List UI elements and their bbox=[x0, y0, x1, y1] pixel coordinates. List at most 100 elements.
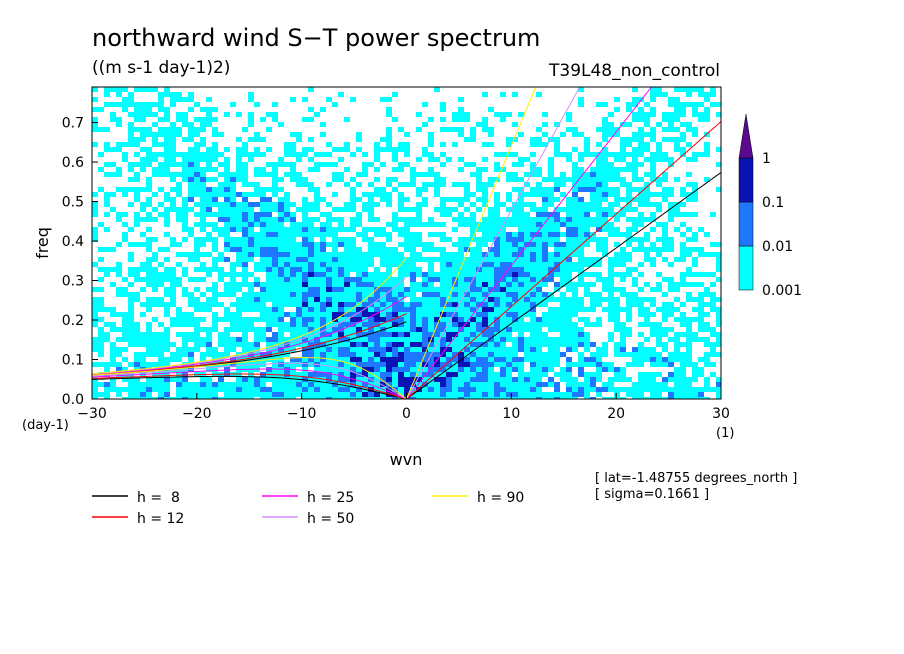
spectrum-cell bbox=[218, 167, 225, 173]
spectrum-cell bbox=[254, 122, 261, 128]
spectrum-cell bbox=[128, 117, 135, 123]
spectrum-cell bbox=[236, 317, 243, 323]
spectrum-cell bbox=[386, 307, 393, 313]
spectrum-cell bbox=[308, 252, 315, 258]
spectrum-cell bbox=[548, 192, 555, 198]
spectrum-cell bbox=[272, 137, 279, 143]
spectrum-cell bbox=[206, 152, 213, 158]
spectrum-cell bbox=[680, 237, 687, 243]
spectrum-cell bbox=[242, 302, 249, 308]
spectrum-cell bbox=[386, 152, 393, 158]
spectrum-cell bbox=[332, 312, 339, 318]
spectrum-cell bbox=[596, 202, 603, 208]
spectrum-cell bbox=[128, 277, 135, 283]
spectrum-cell bbox=[620, 247, 627, 253]
spectrum-cell bbox=[578, 267, 585, 273]
spectrum-cell bbox=[122, 272, 129, 278]
spectrum-cell bbox=[680, 157, 687, 163]
spectrum-cell bbox=[578, 297, 585, 303]
spectrum-cell bbox=[272, 202, 279, 208]
spectrum-cell bbox=[704, 207, 711, 213]
spectrum-cell bbox=[680, 102, 687, 108]
spectrum-cell bbox=[416, 252, 423, 258]
spectrum-cell bbox=[452, 197, 459, 203]
spectrum-cell bbox=[194, 172, 201, 178]
spectrum-cell bbox=[416, 282, 423, 288]
spectrum-cell bbox=[452, 302, 459, 308]
spectrum-cell bbox=[146, 312, 153, 318]
spectrum-cell bbox=[620, 217, 627, 223]
spectrum-cell bbox=[602, 197, 609, 203]
spectrum-cell bbox=[458, 102, 465, 108]
spectrum-cell bbox=[164, 282, 171, 288]
spectrum-cell bbox=[164, 127, 171, 133]
spectrum-cell bbox=[608, 262, 615, 268]
spectrum-cell bbox=[446, 182, 453, 188]
spectrum-cell bbox=[524, 132, 531, 138]
spectrum-cell bbox=[182, 177, 189, 183]
spectrum-cell bbox=[398, 312, 405, 318]
spectrum-cell bbox=[230, 317, 237, 323]
spectrum-cell bbox=[362, 172, 369, 178]
spectrum-cell bbox=[368, 202, 375, 208]
spectrum-cell bbox=[158, 262, 165, 268]
spectrum-cell bbox=[422, 297, 429, 303]
spectrum-cell bbox=[320, 117, 327, 123]
spectrum-cell bbox=[566, 202, 573, 208]
spectrum-cell bbox=[398, 152, 405, 158]
spectrum-cell bbox=[332, 152, 339, 158]
spectrum-cell bbox=[104, 202, 111, 208]
spectrum-cell bbox=[374, 87, 381, 93]
spectrum-cell bbox=[686, 287, 693, 293]
spectrum-cell bbox=[332, 187, 339, 193]
spectrum-cell bbox=[368, 157, 375, 163]
spectrum-cell bbox=[710, 102, 717, 108]
spectrum-cell bbox=[170, 207, 177, 213]
spectrum-cell bbox=[686, 197, 693, 203]
spectrum-cell bbox=[380, 262, 387, 268]
spectrum-cell bbox=[266, 227, 273, 233]
spectrum-cell bbox=[608, 217, 615, 223]
spectrum-cell bbox=[584, 202, 591, 208]
spectrum-cell bbox=[404, 117, 411, 123]
spectrum-cell bbox=[140, 92, 147, 98]
spectrum-cell bbox=[182, 202, 189, 208]
spectrum-cell bbox=[452, 247, 459, 253]
spectrum-cell bbox=[128, 247, 135, 253]
spectrum-cell bbox=[680, 192, 687, 198]
spectrum-cell bbox=[278, 142, 285, 148]
spectrum-cell bbox=[224, 262, 231, 268]
spectrum-cell bbox=[422, 177, 429, 183]
spectrum-cell bbox=[674, 142, 681, 148]
spectrum-cell bbox=[392, 212, 399, 218]
spectrum-cell bbox=[404, 297, 411, 303]
spectrum-cell bbox=[374, 227, 381, 233]
spectrum-cell bbox=[632, 117, 639, 123]
spectrum-cell bbox=[368, 112, 375, 118]
spectrum-cell bbox=[218, 132, 225, 138]
spectrum-cell bbox=[200, 297, 207, 303]
spectrum-cell bbox=[716, 112, 721, 118]
spectrum-cell bbox=[308, 237, 315, 243]
spectrum-cell bbox=[284, 142, 291, 148]
spectrum-cell bbox=[278, 272, 285, 278]
spectrum-cell bbox=[500, 227, 507, 233]
spectrum-cell bbox=[314, 232, 321, 238]
spectrum-cell bbox=[446, 97, 453, 103]
spectrum-cell bbox=[488, 92, 495, 98]
spectrum-cell bbox=[662, 262, 669, 268]
spectrum-cell bbox=[476, 277, 483, 283]
spectrum-cell bbox=[116, 247, 123, 253]
spectrum-cell bbox=[464, 252, 471, 258]
spectrum-cell bbox=[458, 312, 465, 318]
spectrum-cell bbox=[440, 227, 447, 233]
spectrum-cell bbox=[164, 267, 171, 273]
spectrum-cell bbox=[446, 242, 453, 248]
spectrum-cell bbox=[290, 192, 297, 198]
spectrum-cell bbox=[326, 282, 333, 288]
spectrum-cell bbox=[578, 162, 585, 168]
spectrum-cell bbox=[140, 127, 147, 133]
spectrum-cell bbox=[104, 237, 111, 243]
spectrum-cell bbox=[584, 222, 591, 228]
spectrum-cell bbox=[92, 162, 99, 168]
